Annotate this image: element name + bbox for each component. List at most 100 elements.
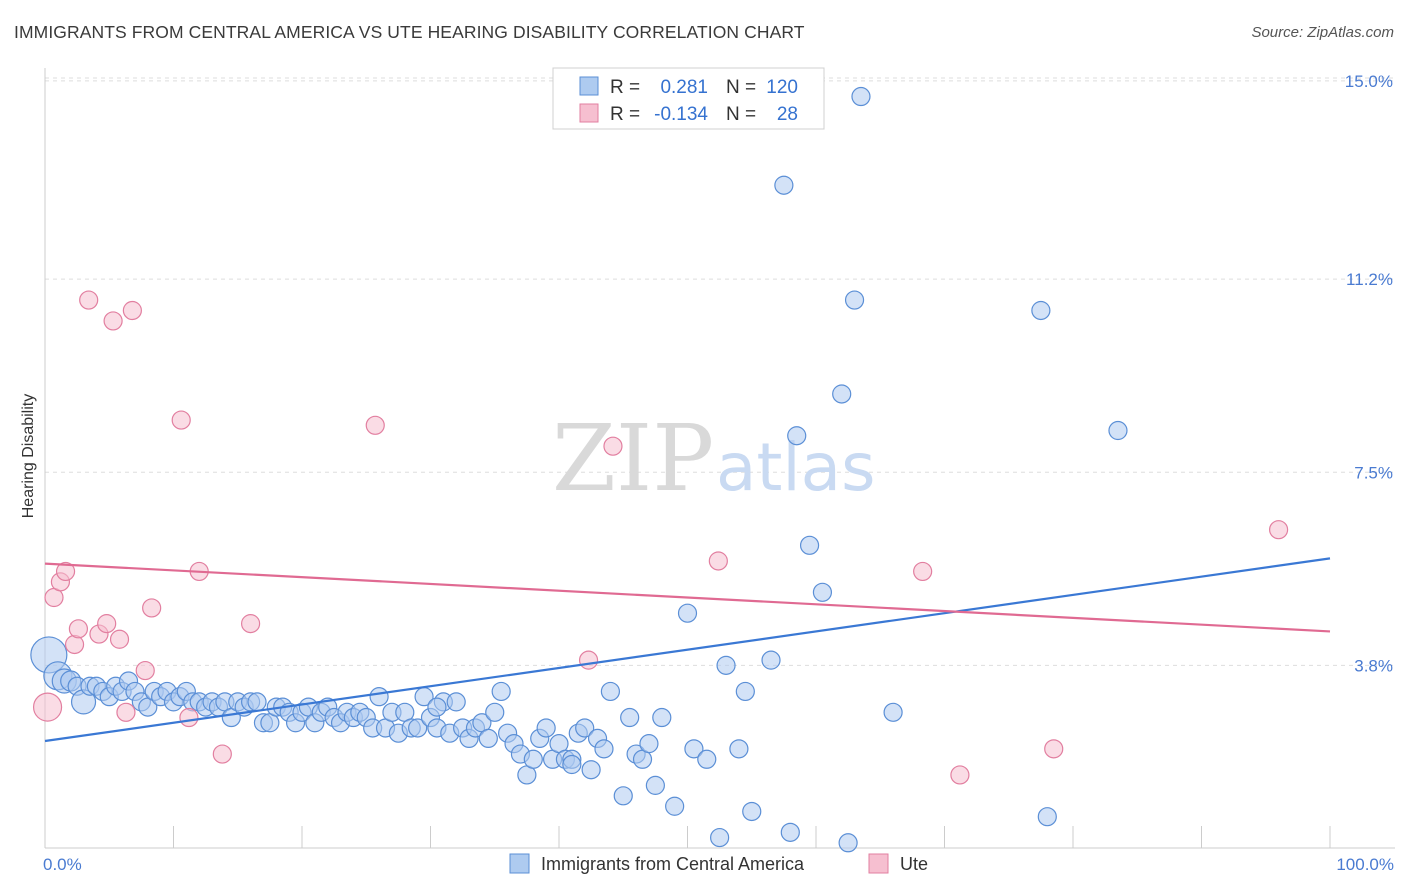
point-s0-111 xyxy=(838,833,858,853)
point-s0-100 xyxy=(716,655,736,675)
point-s1-26 xyxy=(1044,739,1064,759)
point-s0-32 xyxy=(247,692,267,712)
source-credit: Source: ZipAtlas.com xyxy=(1251,24,1394,41)
point-s0-75 xyxy=(523,749,543,769)
point-s0-96 xyxy=(677,603,698,623)
point-s0-114 xyxy=(883,702,903,722)
point-s0-89 xyxy=(620,707,640,728)
point-s0-107 xyxy=(787,426,807,446)
point-s1-4 xyxy=(64,634,85,655)
watermark-zip: ZIP xyxy=(552,405,714,512)
legend-swatch-pink xyxy=(579,103,599,123)
point-s1-10 xyxy=(109,629,130,649)
point-s0-86 xyxy=(594,739,614,759)
point-s0-69 xyxy=(485,702,505,722)
stats-legend: R = 0.281 N = 120 R = -0.134 N = 28 xyxy=(552,67,825,130)
point-s0-116 xyxy=(1037,807,1057,827)
point-s1-22 xyxy=(603,436,623,456)
point-s0-87 xyxy=(600,681,621,702)
point-s1-19 xyxy=(241,614,261,634)
point-s0-84 xyxy=(581,760,601,780)
point-s1-8 xyxy=(97,614,117,634)
y-tick-label-3: 15.0% xyxy=(1345,72,1393,91)
y-tick-label-2: 11.2% xyxy=(1346,270,1393,289)
point-s0-97 xyxy=(684,739,704,759)
point-s1-23 xyxy=(708,551,728,571)
point-s0-106 xyxy=(780,822,800,842)
point-s0-112 xyxy=(844,290,865,310)
legend-n-label-2: N = xyxy=(726,104,756,125)
trend-line-1 xyxy=(44,562,1331,633)
point-s1-27 xyxy=(1268,520,1289,540)
chart-title: IMMIGRANTS FROM CENTRAL AMERICA VS UTE H… xyxy=(14,22,805,42)
point-s1-11 xyxy=(116,702,136,722)
x-tick-label-max: 100.0% xyxy=(1336,855,1394,874)
point-s1-21 xyxy=(578,650,599,670)
trend-lines xyxy=(44,557,1331,743)
point-s0-105 xyxy=(774,175,794,195)
point-s1-20 xyxy=(365,415,385,435)
trend-line-0 xyxy=(44,557,1331,743)
point-s0-57 xyxy=(408,718,428,738)
legend-n-label-1: N = xyxy=(726,77,756,98)
point-s0-94 xyxy=(652,707,672,728)
point-s1-24 xyxy=(913,561,933,582)
y-tick-label-1: 7.5% xyxy=(1354,463,1393,482)
point-s0-92 xyxy=(639,734,659,754)
point-s1-18 xyxy=(212,744,232,764)
point-s0-117 xyxy=(1108,420,1128,441)
point-s0-68 xyxy=(478,728,498,749)
series-legend: Immigrants from Central America Ute xyxy=(509,853,928,874)
point-s0-70 xyxy=(491,681,511,702)
watermark: ZIP atlas xyxy=(552,405,876,512)
point-s0-108 xyxy=(799,535,820,555)
point-s1-9 xyxy=(103,311,123,331)
series-legend-label-pink: Ute xyxy=(900,854,928,874)
series-legend-label-blue: Immigrants from Central America xyxy=(541,854,805,874)
data-points xyxy=(30,86,1289,853)
series-legend-swatch-blue xyxy=(509,853,530,874)
point-s1-14 xyxy=(142,598,162,618)
point-s1-5 xyxy=(68,619,89,639)
y-axis-label: Hearing Disability xyxy=(20,394,37,519)
legend-n-value-1: 120 xyxy=(766,77,798,98)
point-s0-88 xyxy=(613,786,633,806)
point-s0-104 xyxy=(761,650,781,670)
point-s0-77 xyxy=(536,718,556,738)
legend-n-value-2: 28 xyxy=(777,104,798,125)
legend-r-value-1: 0.281 xyxy=(660,77,708,98)
point-s1-3 xyxy=(55,561,76,582)
point-s0-99 xyxy=(710,827,730,848)
point-s0-101 xyxy=(729,739,749,759)
point-s0-93 xyxy=(645,775,665,795)
series-legend-swatch-pink xyxy=(868,853,889,874)
point-s1-0 xyxy=(32,692,63,722)
point-s1-16 xyxy=(179,707,199,728)
point-s0-98 xyxy=(697,749,717,769)
x-ticks xyxy=(173,826,1331,848)
legend-swatch-blue xyxy=(579,76,599,96)
point-s0-115 xyxy=(1031,300,1051,321)
legend-r-label-2: R = xyxy=(610,104,640,125)
point-s0-118 xyxy=(427,697,447,717)
point-s1-15 xyxy=(171,410,191,430)
point-s0-102 xyxy=(735,681,755,702)
point-s1-25 xyxy=(950,765,970,785)
point-s0-119 xyxy=(562,754,582,775)
point-s0-110 xyxy=(832,384,852,404)
legend-r-value-2: -0.134 xyxy=(654,104,708,125)
point-s0-113 xyxy=(851,86,871,107)
point-s0-95 xyxy=(665,796,685,816)
legend-r-label-1: R = xyxy=(610,77,640,98)
point-s1-12 xyxy=(122,300,142,321)
x-tick-label-min: 0.0% xyxy=(43,855,82,874)
point-s0-103 xyxy=(742,801,762,822)
y-tick-labels: 3.8% 7.5% 11.2% 15.0% xyxy=(1345,72,1393,675)
point-s0-83 xyxy=(575,718,595,738)
y-tick-label-0: 3.8% xyxy=(1354,656,1393,675)
point-s1-6 xyxy=(79,290,99,310)
point-s1-13 xyxy=(135,660,155,681)
point-s0-63 xyxy=(446,692,466,712)
point-s0-109 xyxy=(812,582,833,602)
